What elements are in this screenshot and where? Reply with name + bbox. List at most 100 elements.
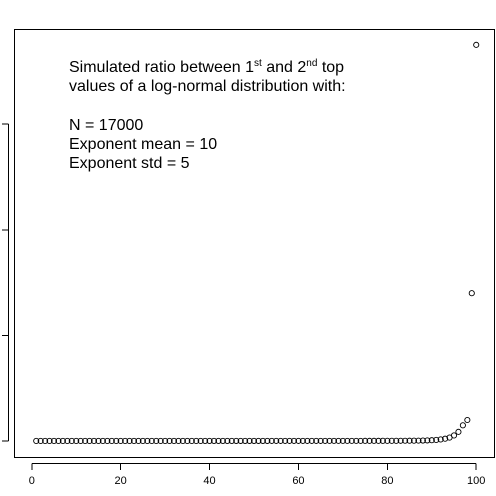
data-point bbox=[224, 437, 231, 444]
data-point bbox=[335, 437, 342, 444]
data-point bbox=[362, 437, 369, 444]
data-point bbox=[95, 437, 102, 444]
data-point bbox=[295, 437, 302, 444]
data-point bbox=[215, 437, 222, 444]
data-point bbox=[55, 437, 62, 444]
data-point bbox=[370, 437, 378, 444]
data-point bbox=[33, 437, 40, 444]
annotation-line-4: Exponent mean = 10 bbox=[69, 136, 217, 153]
x-axis: 0 20 40 60 80 100 bbox=[29, 463, 485, 487]
data-point bbox=[166, 437, 173, 444]
data-point bbox=[104, 437, 111, 444]
data-point bbox=[73, 437, 80, 444]
data-point bbox=[322, 437, 329, 444]
data-point bbox=[348, 437, 355, 444]
data-point bbox=[144, 437, 151, 444]
data-point bbox=[410, 437, 418, 444]
data-point bbox=[286, 437, 293, 444]
data-point bbox=[46, 437, 53, 444]
data-point bbox=[428, 437, 435, 444]
data-point bbox=[250, 437, 258, 444]
y-tick-label: 1000 bbox=[0, 218, 1, 242]
data-point bbox=[437, 436, 444, 443]
data-point bbox=[113, 437, 120, 444]
x-tick-label: 20 bbox=[115, 475, 127, 487]
data-point bbox=[193, 437, 200, 444]
data-point bbox=[77, 437, 84, 444]
data-point bbox=[366, 437, 373, 444]
data-point bbox=[210, 437, 218, 444]
data-point bbox=[406, 437, 413, 444]
data-point bbox=[268, 437, 275, 444]
data-point bbox=[184, 437, 191, 444]
data-point bbox=[37, 437, 44, 444]
data-point bbox=[179, 437, 186, 444]
data-point bbox=[228, 437, 235, 444]
data-point bbox=[219, 437, 226, 444]
data-point bbox=[206, 437, 213, 444]
y-tick-label: 500 bbox=[0, 326, 1, 344]
annotation-line-1: Simulated ratio between 1st and 2nd top bbox=[69, 58, 344, 76]
data-point bbox=[99, 437, 106, 444]
data-point bbox=[415, 437, 422, 444]
data-point bbox=[86, 437, 93, 444]
data-point bbox=[264, 437, 271, 444]
data-points bbox=[33, 41, 480, 444]
data-point bbox=[153, 437, 160, 444]
data-point bbox=[388, 437, 395, 444]
data-point bbox=[464, 416, 471, 424]
x-tick-label: 100 bbox=[467, 475, 485, 487]
plot-area-frame bbox=[14, 29, 495, 458]
data-point bbox=[108, 437, 115, 444]
data-point bbox=[273, 437, 280, 444]
data-point bbox=[433, 436, 440, 443]
annotation-line-3: N = 17000 bbox=[69, 117, 143, 134]
data-point bbox=[402, 437, 409, 444]
x-tick-label: 80 bbox=[381, 475, 393, 487]
x-tick-label: 60 bbox=[292, 475, 304, 487]
data-point bbox=[126, 437, 133, 444]
annotation-line-5: Exponent std = 5 bbox=[69, 155, 190, 172]
x-tick-label: 0 bbox=[29, 475, 35, 487]
data-point bbox=[162, 437, 169, 444]
data-point bbox=[459, 422, 466, 429]
data-point bbox=[59, 437, 66, 444]
data-point bbox=[188, 437, 195, 444]
data-point bbox=[384, 437, 391, 444]
data-point bbox=[393, 437, 400, 444]
data-point bbox=[468, 290, 475, 297]
data-point bbox=[50, 437, 58, 444]
data-point bbox=[419, 437, 426, 444]
data-point bbox=[304, 437, 311, 444]
data-point bbox=[330, 437, 338, 444]
data-point bbox=[233, 437, 240, 444]
data-point bbox=[259, 437, 266, 444]
data-point bbox=[64, 437, 71, 444]
data-point bbox=[202, 437, 209, 444]
data-point bbox=[117, 437, 124, 444]
data-point bbox=[42, 437, 49, 444]
x-tick-label: 40 bbox=[203, 475, 215, 487]
data-point bbox=[139, 437, 146, 444]
data-point bbox=[344, 437, 351, 444]
y-tick-label: 0 bbox=[0, 438, 1, 444]
data-point bbox=[282, 437, 289, 444]
data-point bbox=[442, 435, 449, 442]
data-point bbox=[397, 437, 404, 444]
data-point bbox=[246, 437, 253, 444]
data-point bbox=[68, 437, 75, 444]
data-point bbox=[175, 437, 182, 444]
data-point bbox=[339, 437, 346, 444]
data-point bbox=[353, 437, 360, 444]
data-point bbox=[317, 437, 324, 444]
data-point bbox=[357, 437, 364, 444]
data-point bbox=[148, 437, 155, 444]
data-point bbox=[473, 41, 480, 48]
data-point bbox=[450, 432, 458, 439]
data-point bbox=[277, 437, 284, 444]
data-point bbox=[197, 437, 204, 444]
y-tick-label: 1500 bbox=[0, 112, 1, 136]
data-point bbox=[375, 437, 382, 444]
data-point bbox=[135, 437, 142, 444]
